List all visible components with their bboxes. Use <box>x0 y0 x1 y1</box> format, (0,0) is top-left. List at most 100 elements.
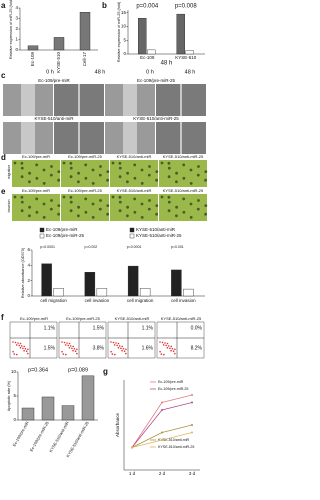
cell <box>50 199 53 202</box>
flow-plot <box>9 321 58 359</box>
event <box>165 344 167 347</box>
event <box>113 344 116 346</box>
cell <box>196 173 200 177</box>
percent: 1.1% <box>142 325 154 331</box>
cell <box>204 204 208 208</box>
cell <box>155 178 159 182</box>
legend-label: Ec-109/pre-miR <box>46 227 78 232</box>
cell <box>28 171 31 175</box>
event <box>72 349 74 352</box>
event <box>15 353 18 356</box>
cell <box>57 178 60 182</box>
bar <box>53 288 64 297</box>
event <box>171 348 174 350</box>
column-label: 48 h <box>95 69 106 75</box>
column-label: 0 h <box>146 69 154 75</box>
y-axis-label: Relative expression of miR-25 (fold) <box>117 1 121 62</box>
y-tick-label: 0 <box>27 293 30 298</box>
cell <box>20 209 24 213</box>
point <box>161 401 163 404</box>
event <box>68 342 71 345</box>
y-tick-label: 10 <box>121 24 127 29</box>
image-label: KYSE-510/anti-miR-25 <box>163 188 204 193</box>
bar <box>41 396 55 421</box>
event <box>24 348 27 350</box>
group-label: Ec-109/pre-miR <box>38 78 70 83</box>
event <box>123 350 126 353</box>
cell <box>182 197 186 201</box>
cell <box>167 161 171 165</box>
cell <box>91 182 95 185</box>
p-value: p=0.089 <box>68 367 88 373</box>
cell <box>91 202 95 206</box>
cell <box>182 163 186 167</box>
panel-letter: d <box>1 153 6 162</box>
cell <box>28 205 31 209</box>
point <box>161 409 163 411</box>
image-label: KYSE-510/anti-miR <box>117 188 152 193</box>
cell <box>182 176 186 180</box>
event <box>114 353 116 356</box>
event <box>174 352 176 355</box>
event <box>162 344 165 346</box>
y-tick-label: 4 <box>15 5 18 10</box>
bar <box>171 269 182 297</box>
scratch <box>123 84 137 116</box>
event <box>12 341 14 343</box>
group-label: KYSE-510/anti-miR-25 <box>133 116 179 121</box>
cell <box>204 212 208 216</box>
event <box>13 353 16 355</box>
cell <box>84 163 88 167</box>
event <box>172 350 175 353</box>
cell <box>133 163 137 167</box>
group-label: KYSE-510/anti-miR <box>34 116 74 121</box>
cell <box>57 212 60 216</box>
event <box>169 347 171 350</box>
cell <box>42 168 46 172</box>
cell <box>126 205 129 209</box>
event <box>116 344 118 347</box>
legend-swatch <box>129 227 135 233</box>
cell <box>160 195 164 199</box>
legend-label: Ec-109/pre-miR-25 <box>46 233 85 238</box>
image-label: KYSE-510/anti-miR-25 <box>163 154 204 159</box>
cell <box>140 216 144 219</box>
cell <box>167 166 171 170</box>
y-tick-label: 10 <box>11 369 17 374</box>
bar <box>41 263 52 297</box>
cell <box>50 165 53 168</box>
cell <box>126 171 129 175</box>
cell <box>167 175 171 179</box>
event <box>73 348 76 350</box>
cell <box>106 212 109 216</box>
event <box>121 349 123 352</box>
event <box>19 347 22 349</box>
event <box>62 353 65 355</box>
cell <box>160 161 164 165</box>
cell <box>189 182 193 185</box>
image-label: Ec-109/pre-miR <box>22 154 50 159</box>
cell <box>111 195 115 199</box>
cell <box>20 195 24 199</box>
bar <box>96 288 108 297</box>
scratch <box>21 84 35 116</box>
cell <box>197 199 200 202</box>
percent: 8.2% <box>191 345 203 351</box>
event <box>63 341 66 344</box>
side-label: migration <box>7 165 11 179</box>
event <box>174 348 176 351</box>
cell <box>147 207 151 211</box>
p-value: p=0.004 <box>136 4 159 10</box>
cell <box>91 216 95 219</box>
cell <box>42 202 46 206</box>
panel-letter: f <box>1 313 4 322</box>
cell <box>106 204 110 208</box>
cell <box>77 180 80 184</box>
point <box>131 446 133 449</box>
event <box>19 342 22 345</box>
cell <box>28 214 31 218</box>
point <box>161 439 163 441</box>
cell <box>42 216 46 219</box>
event <box>111 353 114 355</box>
bar <box>84 272 96 297</box>
